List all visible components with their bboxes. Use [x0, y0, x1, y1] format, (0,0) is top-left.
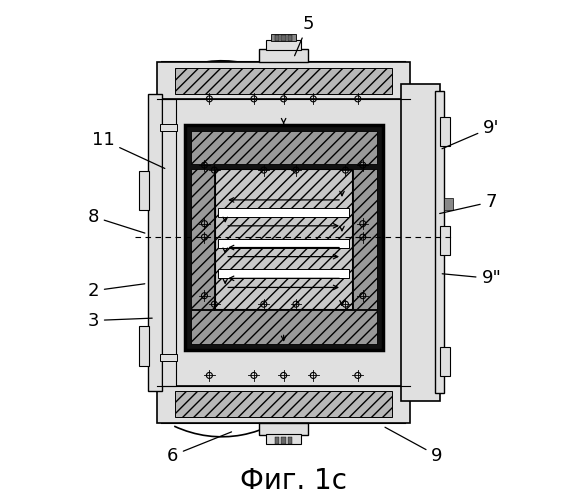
Text: 3: 3	[87, 312, 152, 330]
Bar	[353, 169, 377, 309]
Bar	[215, 169, 352, 309]
Bar	[275, 34, 279, 42]
Text: 9": 9"	[442, 270, 501, 287]
Bar	[139, 170, 149, 210]
Bar	[147, 94, 163, 391]
Bar	[288, 34, 292, 42]
Bar	[163, 99, 176, 386]
Text: 7: 7	[440, 193, 497, 214]
Bar	[266, 434, 301, 444]
Bar	[440, 226, 450, 254]
Text: 9': 9'	[442, 118, 500, 148]
Bar	[218, 270, 349, 278]
Text: 2: 2	[87, 282, 145, 300]
Bar	[175, 68, 393, 94]
Bar	[440, 347, 450, 376]
Bar	[259, 50, 308, 62]
Text: 6: 6	[167, 432, 231, 464]
Bar	[259, 423, 308, 436]
Bar	[266, 40, 301, 50]
Bar	[191, 130, 377, 164]
Bar	[401, 84, 440, 400]
Bar	[218, 208, 349, 216]
Text: Фиг. 1с: Фиг. 1с	[240, 468, 347, 495]
Bar	[185, 124, 383, 350]
Bar	[139, 326, 149, 366]
Bar	[218, 238, 349, 248]
Bar	[288, 438, 292, 444]
Bar	[160, 354, 177, 360]
Bar	[160, 124, 177, 131]
Bar	[175, 391, 393, 416]
Bar	[444, 198, 453, 210]
Text: 9: 9	[385, 427, 443, 465]
Bar	[281, 438, 286, 444]
Text: 5: 5	[295, 14, 314, 56]
Bar	[163, 62, 405, 423]
Bar	[436, 92, 444, 393]
Text: 11: 11	[92, 131, 165, 168]
Bar	[157, 62, 410, 99]
Text: 8: 8	[87, 208, 145, 233]
Bar	[191, 169, 214, 309]
Bar	[157, 386, 410, 423]
Bar	[271, 34, 296, 42]
Bar	[275, 438, 279, 444]
Bar	[281, 34, 286, 42]
Bar	[191, 310, 377, 344]
Bar	[440, 117, 450, 146]
